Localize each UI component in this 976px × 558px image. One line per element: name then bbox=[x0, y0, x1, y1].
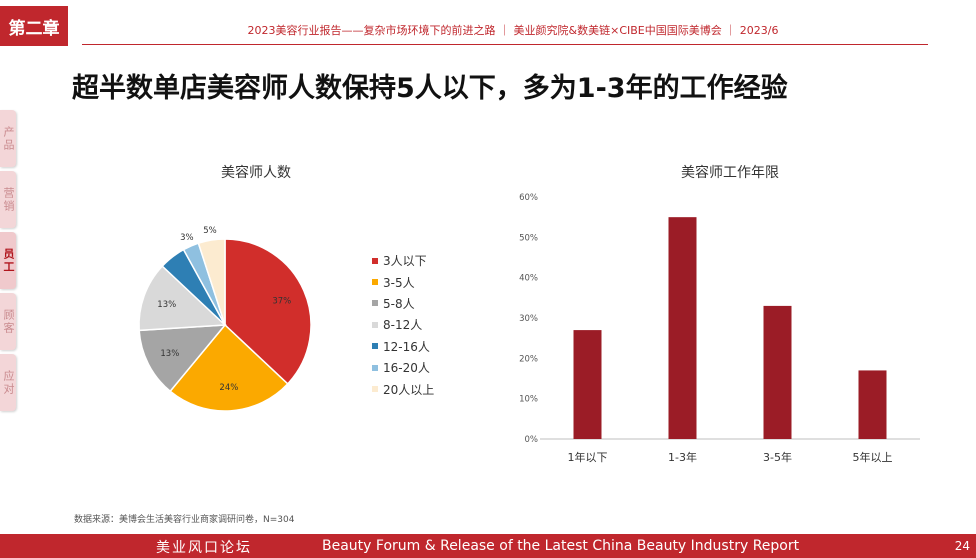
data-source-note: 数据来源：美博会生活美容行业商家调研问卷，N=304 bbox=[74, 515, 295, 525]
legend-item: 8-12人 bbox=[372, 314, 434, 335]
pie-slice bbox=[197, 238, 226, 326]
legend-swatch bbox=[372, 386, 378, 393]
section-side-nav: 产品 营销 员工 顾客 应对 bbox=[0, 110, 36, 415]
x-tick-label: 1-3年 bbox=[668, 450, 697, 464]
legend-label: 20人以上 bbox=[383, 382, 435, 397]
pie-value-label: 5% bbox=[159, 245, 173, 255]
chapter-badge: 第二章 bbox=[0, 6, 68, 46]
legend-label: 8-12人 bbox=[383, 318, 423, 333]
side-tab-staff[interactable]: 员工 bbox=[0, 232, 16, 289]
legend-item: 20人以上 bbox=[372, 378, 434, 399]
legend-item: 5-8人 bbox=[372, 293, 434, 314]
pie-chart-title: 美容师人数 bbox=[221, 165, 291, 181]
pie-slice bbox=[138, 265, 227, 332]
x-tick-label: 1年以下 bbox=[568, 450, 608, 464]
legend-swatch bbox=[372, 343, 378, 350]
x-tick-label: 3-5年 bbox=[763, 450, 792, 464]
header-divider bbox=[82, 44, 928, 45]
legend-item: 12-16人 bbox=[372, 336, 434, 357]
x-tick-label: 5年以上 bbox=[853, 450, 893, 464]
y-tick-label: 30% bbox=[519, 314, 538, 324]
legend-swatch bbox=[372, 300, 378, 307]
page-number: 24 bbox=[954, 539, 970, 553]
bar bbox=[763, 305, 792, 439]
y-tick-label: 0% bbox=[525, 435, 539, 445]
pie-chart: 37% 24% 13% 13% 5% 3% 5% bbox=[138, 226, 312, 412]
bar-chart: 0% 10% 20% 30% 40% 50% 60% 1年以下 1-3年 3-5年 5年以上 bbox=[519, 193, 920, 464]
bar bbox=[668, 217, 697, 439]
legend-swatch bbox=[372, 279, 378, 286]
y-tick-label: 20% bbox=[519, 354, 538, 364]
pie-value-label: 13% bbox=[157, 300, 176, 310]
pie-slice bbox=[224, 238, 312, 385]
bar bbox=[573, 330, 602, 439]
legend-item: 3-5人 bbox=[372, 271, 434, 292]
legend-item: 3人以下 bbox=[372, 250, 434, 271]
footer-forum-name: 美业风口论坛 bbox=[156, 540, 252, 556]
pie-slice bbox=[169, 323, 289, 412]
pie-value-label: 24% bbox=[219, 383, 238, 393]
side-tab-products[interactable]: 产品 bbox=[0, 110, 16, 167]
legend-label: 5-8人 bbox=[383, 296, 415, 311]
footer-bar: 美业风口论坛 Beauty Forum & Release of the Lat… bbox=[0, 534, 976, 558]
side-tab-marketing[interactable]: 营销 bbox=[0, 171, 16, 228]
report-header: 2023美容行业报告——复杂市场环境下的前进之路 ｜ 美业颜究院&数美链×CIB… bbox=[247, 24, 779, 37]
y-tick-label: 60% bbox=[519, 193, 538, 203]
pie-slice bbox=[138, 324, 227, 393]
legend-label: 16-20人 bbox=[383, 361, 430, 376]
pie-value-label: 3% bbox=[180, 233, 194, 243]
footer-report-name: Beauty Forum & Release of the Latest Chi… bbox=[322, 538, 800, 554]
legend-swatch bbox=[372, 364, 378, 371]
pie-legend: 3人以下 3-5人 5-8人 8-12人 12-16人 16-20人 20人以上 bbox=[372, 250, 434, 400]
y-tick-label: 10% bbox=[519, 395, 538, 405]
legend-label: 3-5人 bbox=[383, 275, 415, 290]
y-tick-label: 40% bbox=[519, 274, 538, 284]
bar bbox=[858, 370, 887, 439]
y-tick-label: 50% bbox=[519, 233, 538, 243]
pie-value-label: 37% bbox=[272, 296, 291, 306]
page-title: 超半数单店美容师人数保持5人以下，多为1-3年的工作经验 bbox=[72, 73, 788, 104]
legend-swatch bbox=[372, 257, 378, 264]
pie-value-label: 13% bbox=[160, 349, 179, 359]
bar-chart-title: 美容师工作年限 bbox=[681, 165, 779, 181]
side-tab-customers[interactable]: 顾客 bbox=[0, 293, 16, 350]
legend-label: 12-16人 bbox=[383, 339, 430, 354]
side-tab-response[interactable]: 应对 bbox=[0, 354, 16, 411]
legend-label: 3人以下 bbox=[383, 254, 427, 269]
pie-value-label: 5% bbox=[203, 226, 217, 236]
legend-item: 16-20人 bbox=[372, 357, 434, 378]
legend-swatch bbox=[372, 321, 378, 328]
